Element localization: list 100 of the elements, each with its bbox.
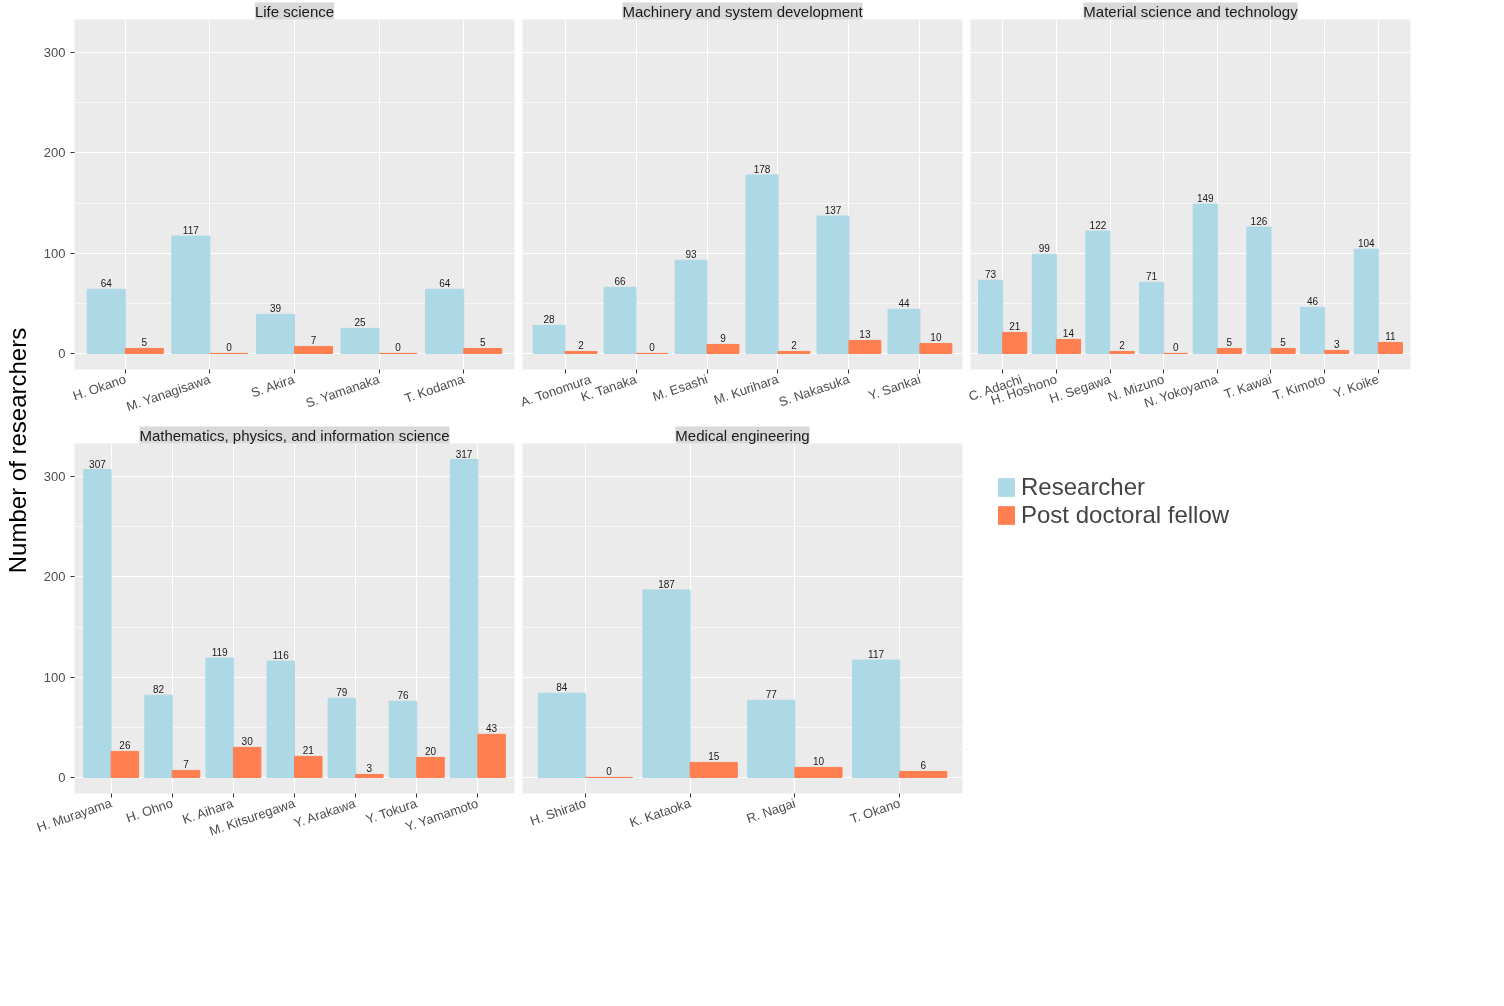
data-label: 84 xyxy=(556,682,568,694)
bar xyxy=(1031,253,1057,354)
y-tick-label: 0 xyxy=(58,345,66,361)
data-label: 93 xyxy=(685,249,698,261)
data-label: 117 xyxy=(868,649,885,661)
bar xyxy=(1085,230,1111,354)
bar xyxy=(463,347,503,354)
bar xyxy=(537,692,586,778)
bar xyxy=(255,313,295,354)
bar xyxy=(144,694,173,778)
data-label: 77 xyxy=(765,689,778,701)
data-label: 39 xyxy=(269,303,282,315)
legend-label: Post doctoral fellow xyxy=(1021,501,1230,529)
data-label: 21 xyxy=(302,745,315,757)
chart-title: Machinery and system development xyxy=(622,2,864,20)
data-label: 20 xyxy=(424,746,437,758)
data-label: 11 xyxy=(1385,331,1397,343)
data-label: 82 xyxy=(152,684,165,696)
data-label: 317 xyxy=(455,448,473,460)
data-label: 64 xyxy=(100,278,113,290)
bar xyxy=(171,769,201,778)
data-label: 99 xyxy=(1038,243,1051,255)
bar xyxy=(852,659,901,778)
data-label: 5 xyxy=(141,337,148,349)
bar xyxy=(110,750,140,778)
bar xyxy=(1246,226,1272,354)
y-axis-title: Number of researchers xyxy=(4,327,31,574)
data-label: 2 xyxy=(578,340,585,352)
y-tick-label: 200 xyxy=(43,569,66,585)
y-tick-label: 200 xyxy=(43,145,66,161)
data-label: 5 xyxy=(479,337,486,349)
bar xyxy=(777,350,811,354)
bar xyxy=(745,174,779,354)
x-tick-label: M. Esashi xyxy=(650,371,710,405)
data-label: 73 xyxy=(985,269,997,281)
bar xyxy=(425,288,465,354)
data-label: 15 xyxy=(708,751,720,763)
bar xyxy=(642,589,691,778)
data-label: 122 xyxy=(1089,220,1107,232)
data-label: 0 xyxy=(1172,342,1179,354)
x-tick-label: K. Kataoka xyxy=(627,795,694,831)
chart-title: Life science xyxy=(254,2,335,20)
data-label: 0 xyxy=(226,342,233,354)
data-label: 10 xyxy=(812,756,825,768)
bar xyxy=(124,347,164,354)
bar xyxy=(1324,349,1350,354)
x-tick-label: T. Kodama xyxy=(402,371,467,406)
bar xyxy=(294,755,323,778)
data-label: 0 xyxy=(606,766,613,778)
data-label: 5 xyxy=(1280,337,1287,349)
bar xyxy=(794,766,843,778)
bar xyxy=(294,345,334,354)
y-tick-label: 100 xyxy=(43,669,66,685)
bar xyxy=(1002,331,1028,354)
bar xyxy=(1353,248,1379,354)
data-label: 21 xyxy=(1009,321,1021,333)
chart-title: Mathematics, physics, and information science xyxy=(139,426,450,444)
data-label: 7 xyxy=(183,759,190,771)
bar xyxy=(603,286,637,354)
data-label: 30 xyxy=(241,736,254,748)
bar xyxy=(449,459,479,778)
data-label: 64 xyxy=(439,278,451,290)
data-label: 44 xyxy=(898,298,910,310)
x-tick-label: Y. Sankai xyxy=(866,371,923,404)
bar xyxy=(1139,281,1165,354)
data-label: 2 xyxy=(1119,340,1126,352)
bar xyxy=(327,697,357,778)
data-label: 126 xyxy=(1250,216,1268,228)
bar xyxy=(171,235,211,354)
data-label: 66 xyxy=(614,276,627,288)
bar xyxy=(816,215,850,354)
bar xyxy=(1377,341,1403,354)
chart-title: Material science and technology xyxy=(1083,2,1299,20)
bar xyxy=(355,773,384,778)
bar xyxy=(887,308,921,354)
bar xyxy=(564,350,598,354)
data-label: 149 xyxy=(1196,193,1215,205)
data-label: 7 xyxy=(310,335,317,347)
bar xyxy=(706,343,740,354)
data-label: 9 xyxy=(720,333,727,345)
data-label: 3 xyxy=(1333,339,1340,351)
bar xyxy=(266,660,295,778)
data-label: 25 xyxy=(354,317,367,329)
bar xyxy=(1192,203,1218,354)
data-label: 2 xyxy=(791,340,798,352)
x-tick-label: H. Ohno xyxy=(124,795,175,826)
bar xyxy=(848,339,882,354)
bar xyxy=(477,733,506,778)
bar xyxy=(1109,350,1135,354)
legend-label: Researcher xyxy=(1021,473,1146,501)
data-label: 5 xyxy=(1226,337,1233,349)
data-label: 76 xyxy=(397,690,409,702)
bar xyxy=(674,259,708,354)
bar xyxy=(1270,347,1296,354)
data-label: 137 xyxy=(824,205,842,217)
data-label: 104 xyxy=(1357,238,1376,250)
data-label: 119 xyxy=(211,647,229,659)
data-label: 116 xyxy=(272,650,290,662)
data-label: 71 xyxy=(1146,271,1158,283)
y-tick-label: 0 xyxy=(58,769,66,785)
